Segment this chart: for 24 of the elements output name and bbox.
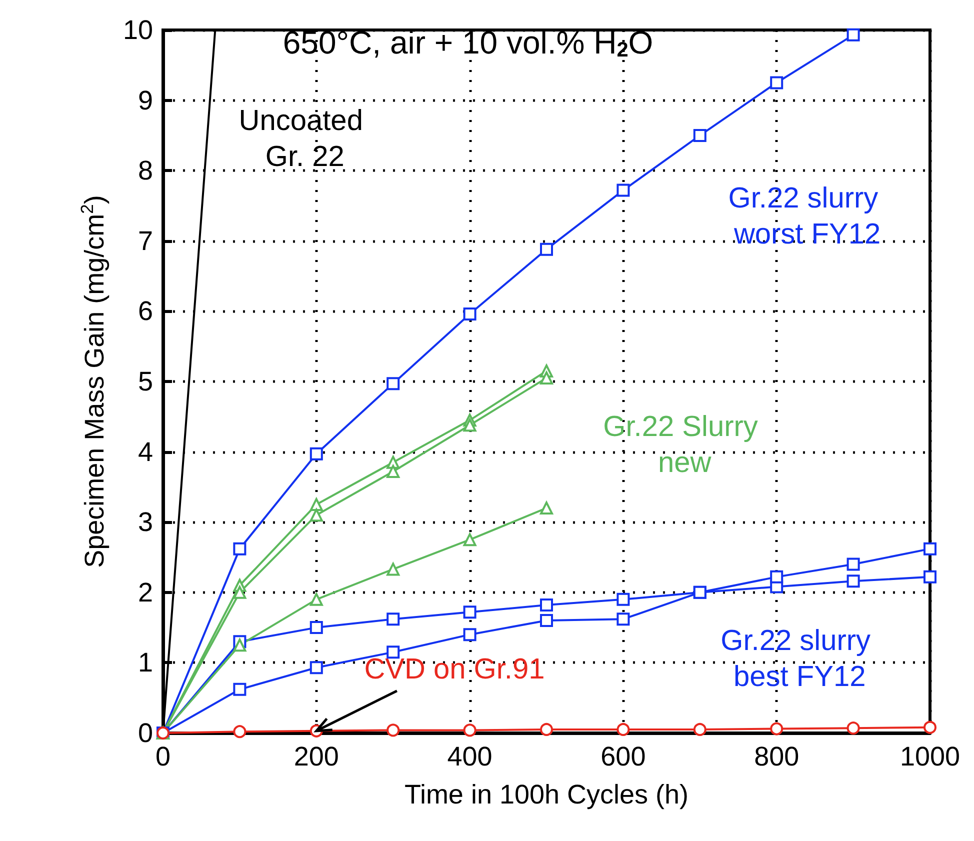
x-tick-label: 1000	[900, 742, 960, 772]
y-tick-label: 9	[138, 85, 153, 116]
series-label: Uncoated Gr. 22	[238, 104, 371, 173]
x-tick-label: 200	[294, 742, 339, 772]
y-tick-label: 10	[122, 15, 153, 45]
y-tick-label: 6	[138, 296, 153, 326]
y-axis-title: Specimen Mass Gain (mg/cm2)	[77, 195, 110, 568]
y-tick-label: 2	[138, 577, 153, 608]
y-tick-label: 8	[138, 156, 153, 186]
series-label: Gr.22 slurry best FY12	[720, 625, 879, 694]
y-tick-label: 5	[138, 366, 153, 396]
series-label: CVD on Gr.91	[364, 654, 545, 686]
x-axis-title: Time in 100h Cycles (h)	[404, 780, 689, 810]
chart-title: 650°C, air + 10 vol.% H2O	[282, 24, 654, 62]
series-label: Gr.22 slurry worst FY12	[728, 182, 886, 250]
text: Gr.22 Slurry new	[603, 410, 766, 479]
x-tick-label: 800	[754, 742, 800, 772]
y-tick-label: 4	[138, 436, 153, 467]
y-tick-label: 1	[138, 648, 153, 678]
y-tick-label: 0	[138, 718, 153, 748]
x-tick-label: 600	[600, 742, 646, 772]
y-tick-label: 7	[138, 226, 153, 256]
y-tick-label: 3	[138, 507, 153, 538]
x-tick-label: 400	[447, 742, 492, 772]
